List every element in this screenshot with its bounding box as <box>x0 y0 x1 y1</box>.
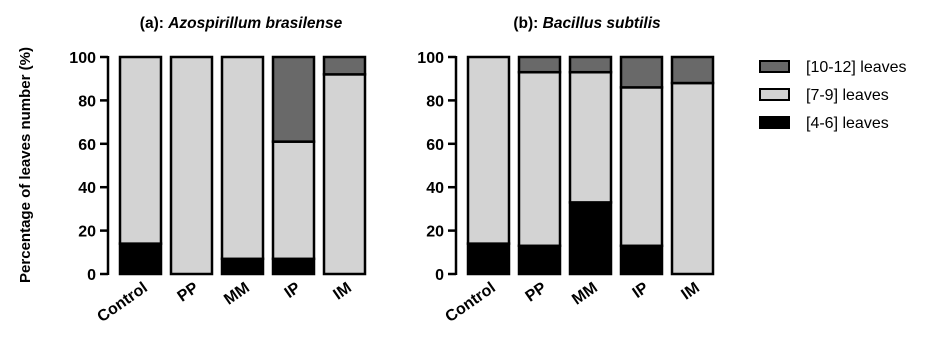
legend-swatch <box>759 60 790 73</box>
panel-b: (b): Bacillus subtilis 0 20 40 60 80 100 Contro… <box>417 15 715 326</box>
legend: [10-12] leaves [7-9] leaves [4-6] leaves <box>759 59 907 132</box>
bar-segment <box>322 73 367 276</box>
legend-label: [4-6] leaves <box>806 115 889 132</box>
x-tick-label: MM <box>221 279 253 308</box>
bar-segment <box>670 55 715 85</box>
panel-species: Azospirillum brasilense <box>167 15 342 32</box>
bar-segment <box>220 257 265 276</box>
bar-segment <box>568 70 613 204</box>
bar-segment <box>118 242 163 276</box>
panel-label: (a): <box>140 15 168 32</box>
bar-segment <box>466 55 511 245</box>
panel-label: (b): <box>513 15 542 32</box>
panel-a: (a): Azospirillum brasilense 0 20 40 60 80 100… <box>69 15 367 326</box>
legend-swatch <box>759 88 790 101</box>
legend-swatch <box>759 116 790 129</box>
y-tick-label: 40 <box>78 180 96 197</box>
x-tick-label: IM <box>678 279 702 303</box>
bar-segment <box>118 55 163 245</box>
bar-segment <box>517 70 562 248</box>
y-tick-label: 80 <box>426 93 444 110</box>
panel-title: (a): Azospirillum brasilense <box>140 15 343 32</box>
x-tick-label: IP <box>282 279 304 302</box>
legend-label: [10-12] leaves <box>806 59 907 76</box>
bar-segment <box>517 244 562 276</box>
bar-segment <box>271 257 316 276</box>
y-tick-label: 0 <box>435 267 444 284</box>
bar-segment <box>517 55 562 74</box>
y-tick-label: 100 <box>69 50 96 67</box>
bar-segment <box>670 81 715 276</box>
x-tick-label: PP <box>523 279 551 305</box>
legend-label: [7-9] leaves <box>806 87 889 104</box>
bar-segment <box>568 55 613 74</box>
x-tick-label: Control <box>94 279 150 326</box>
y-tick-label: 40 <box>426 180 444 197</box>
bar-segment <box>322 55 367 76</box>
y-tick-label: 20 <box>426 224 444 241</box>
y-tick-label: 100 <box>417 50 444 67</box>
y-tick-label: 80 <box>78 93 96 110</box>
x-tick-label: MM <box>569 279 601 308</box>
x-tick-label: PP <box>175 279 203 305</box>
x-tick-label: Control <box>442 279 498 326</box>
bar-segment <box>619 86 664 248</box>
bar-segment <box>568 201 613 276</box>
bar-segment <box>619 55 664 89</box>
x-tick-label: IP <box>630 279 652 302</box>
bar-segment <box>619 244 664 276</box>
y-tick-label: 60 <box>78 137 96 154</box>
x-tick-label: IM <box>330 279 354 303</box>
y-tick-label: 60 <box>426 137 444 154</box>
y-axis-label: Percentage of leaves number (%) <box>17 47 34 283</box>
y-tick-label: 20 <box>78 224 96 241</box>
panel-species: Bacillus subtilis <box>543 15 661 32</box>
panel-title: (b): Bacillus subtilis <box>513 15 661 32</box>
bar-segment <box>271 140 316 261</box>
y-tick-label: 0 <box>87 267 96 284</box>
bar-segment <box>169 55 214 276</box>
bar-segment <box>466 242 511 276</box>
bar-segment <box>271 55 316 143</box>
bar-segment <box>220 55 265 261</box>
